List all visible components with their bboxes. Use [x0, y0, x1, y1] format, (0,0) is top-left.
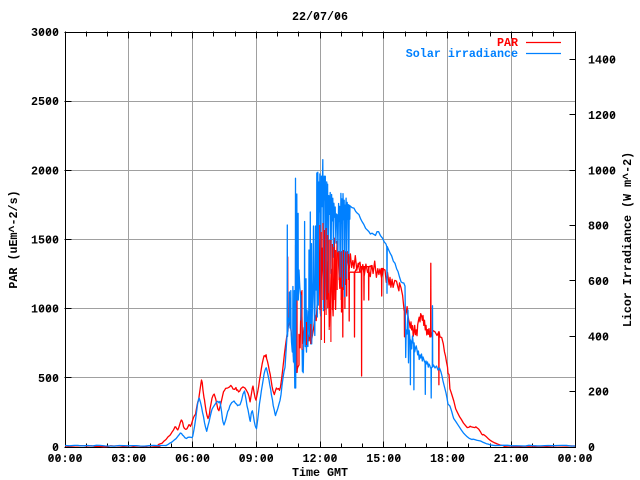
- svg-text:03:00: 03:00: [111, 452, 146, 466]
- svg-text:12:00: 12:00: [302, 452, 337, 466]
- svg-text:Solar irradiance: Solar irradiance: [406, 47, 518, 61]
- svg-text:09:00: 09:00: [239, 452, 274, 466]
- svg-text:21:00: 21:00: [494, 452, 529, 466]
- svg-text:00:00: 00:00: [557, 452, 592, 466]
- svg-text:Licor Irradiance (W m^-2): Licor Irradiance (W m^-2): [621, 152, 635, 327]
- svg-text:1000: 1000: [31, 303, 59, 317]
- svg-text:18:00: 18:00: [430, 452, 465, 466]
- svg-text:22/07/06: 22/07/06: [292, 10, 348, 24]
- svg-text:1000: 1000: [588, 164, 616, 178]
- svg-text:2500: 2500: [31, 95, 59, 109]
- svg-text:15:00: 15:00: [366, 452, 401, 466]
- svg-text:2000: 2000: [31, 164, 59, 178]
- svg-text:00:00: 00:00: [47, 452, 82, 466]
- svg-text:PAR: PAR: [497, 36, 518, 50]
- svg-text:3000: 3000: [31, 26, 59, 40]
- svg-text:06:00: 06:00: [175, 452, 210, 466]
- svg-text:1200: 1200: [588, 109, 616, 123]
- svg-text:1400: 1400: [588, 54, 616, 68]
- svg-text:Time GMT: Time GMT: [292, 466, 348, 480]
- svg-text:PAR (uEm^-2/s): PAR (uEm^-2/s): [7, 190, 21, 288]
- svg-text:1500: 1500: [31, 234, 59, 248]
